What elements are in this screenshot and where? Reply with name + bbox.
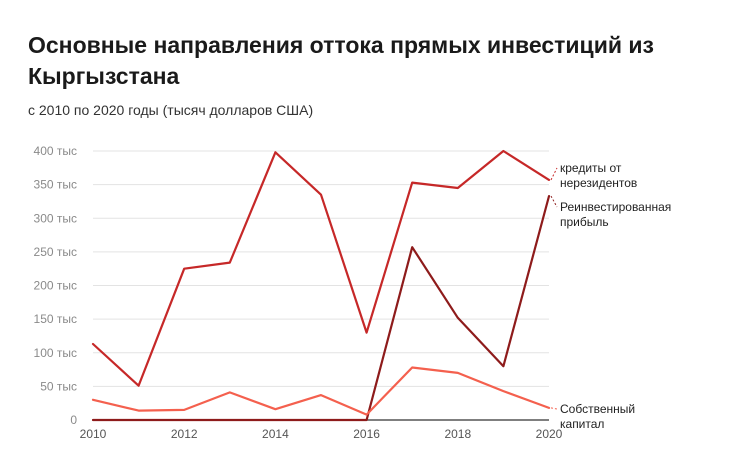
series-leader-line [550, 195, 558, 208]
y-tick-label: 100 тыс [34, 346, 77, 360]
series-label: кредиты от нерезидентов [560, 161, 637, 190]
series-label: Реинвестированная прибыль [560, 200, 671, 229]
y-tick-label: 250 тыс [34, 245, 77, 259]
y-tick-label: 400 тыс [34, 144, 77, 158]
chart-title: Основные направления оттока прямых инвес… [28, 32, 654, 89]
series-line-2 [91, 366, 551, 416]
x-tick-label: 2014 [262, 427, 289, 441]
series-label: Собственный капитал [560, 402, 635, 431]
series-leader-line [550, 167, 558, 181]
y-tick-label: 300 тыс [34, 211, 77, 225]
x-tick-label: 2016 [353, 427, 380, 441]
series-line-0 [91, 149, 551, 387]
y-tick-label: 50 тыс [40, 379, 77, 393]
chart-subtitle: с 2010 по 2020 годы (тысяч долларов США) [28, 102, 314, 118]
series-leader-line [550, 407, 558, 410]
x-tick-label: 2010 [80, 427, 107, 441]
y-tick-label: 350 тыс [34, 178, 77, 192]
y-tick-label: 200 тыс [34, 279, 77, 293]
series-line-1 [91, 195, 551, 422]
x-tick-label: 2018 [444, 427, 471, 441]
x-tick-label: 2020 [536, 427, 563, 441]
y-tick-label: 150 тыс [34, 312, 77, 326]
y-tick-label: 0 [70, 413, 77, 427]
x-tick-label: 2012 [171, 427, 198, 441]
